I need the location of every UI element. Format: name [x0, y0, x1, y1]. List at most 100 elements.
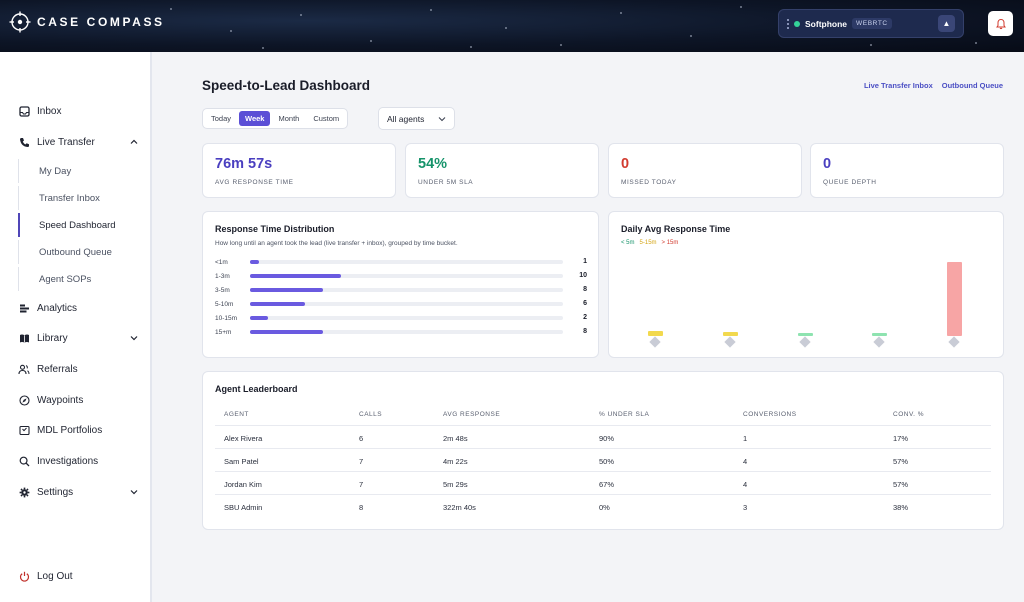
- table-cell: 5m 29s: [443, 480, 468, 489]
- sidebar-item-settings[interactable]: Settings: [0, 479, 152, 505]
- folder-icon: [18, 424, 30, 436]
- sidebar-item-analytics[interactable]: Analytics: [0, 295, 152, 321]
- logout-button[interactable]: Log Out: [0, 563, 152, 589]
- table-row[interactable]: Jordan Kim 7 5m 29s 67% 4 57%: [215, 471, 991, 494]
- chart-bar: [947, 262, 962, 336]
- chart-legend: < 5m 5-15m > 15m: [621, 240, 678, 246]
- drag-handle-icon[interactable]: [787, 18, 789, 29]
- bar-fill: [250, 302, 305, 306]
- app-logo[interactable]: CASE COMPASS: [9, 11, 165, 33]
- distribution-row: <1m 1: [215, 257, 587, 269]
- table-cell: 2m 48s: [443, 434, 468, 443]
- chevron-down-icon[interactable]: [130, 488, 138, 496]
- bucket-count: 8: [583, 328, 587, 335]
- sidebar-item-referrals[interactable]: Referrals: [0, 356, 152, 382]
- sidebar-item-mdl-portfolios[interactable]: MDL Portfolios: [0, 417, 152, 443]
- phone-icon: [18, 136, 30, 148]
- distribution-row: 15+m 8: [215, 327, 587, 339]
- bar-track: [250, 274, 563, 278]
- range-week-button[interactable]: Week: [239, 111, 271, 126]
- power-icon: [18, 570, 30, 582]
- table-cell: Sam Patel: [224, 457, 259, 466]
- chart-bar: [723, 332, 738, 336]
- table-cell: 7: [359, 457, 364, 466]
- card-title: Agent Leaderboard: [215, 384, 298, 394]
- bucket-label: 3-5m: [215, 287, 230, 294]
- table-row[interactable]: SBU Admin 8 322m 40s 0% 3 38%: [215, 494, 991, 517]
- kpi-value: 0: [823, 156, 832, 172]
- chevron-down-icon[interactable]: [130, 334, 138, 342]
- sidebar-item-my-day[interactable]: My Day: [18, 159, 152, 183]
- bucket-count: 8: [583, 286, 587, 293]
- sidebar-item-inbox[interactable]: Inbox: [0, 98, 152, 124]
- sidebar: Inbox Live Transfer My Day Transfer Inbo…: [0, 52, 152, 602]
- kpi-label: MISSED TODAY: [621, 179, 677, 186]
- bucket-count: 1: [583, 258, 587, 265]
- table-cell: 38%: [893, 503, 909, 512]
- sidebar-item-label: Settings: [37, 486, 74, 498]
- sidebar-item-outbound-queue[interactable]: Outbound Queue: [18, 240, 152, 264]
- sidebar-item-transfer-inbox[interactable]: Transfer Inbox: [18, 186, 152, 210]
- column-header: AGENT: [224, 411, 249, 418]
- agent-select[interactable]: All agents: [378, 107, 455, 130]
- distribution-row: 10-15m 2: [215, 313, 587, 325]
- response-distribution-card: Response Time Distribution How long unti…: [202, 211, 599, 358]
- link-live-transfer-inbox[interactable]: Live Transfer Inbox: [863, 81, 933, 90]
- book-icon: [18, 332, 30, 344]
- x-tick-label: [649, 336, 661, 348]
- distribution-row: 1-3m 10: [215, 271, 587, 283]
- kpi-label: UNDER 5M SLA: [418, 179, 474, 186]
- sidebar-item-label: Live Transfer: [37, 136, 95, 148]
- table-row[interactable]: Sam Patel 7 4m 22s 50% 4 57%: [215, 448, 991, 471]
- notifications-button[interactable]: [988, 11, 1013, 36]
- bar-fill: [250, 260, 260, 264]
- softphone-label: Softphone: [805, 18, 848, 29]
- table-cell: 3: [743, 503, 748, 512]
- bucket-label: 15+m: [215, 329, 232, 336]
- sidebar-item-label: Referrals: [37, 363, 78, 375]
- table-cell: 4m 22s: [443, 457, 468, 466]
- range-custom-button[interactable]: Custom: [313, 114, 340, 123]
- distribution-row: 3-5m 8: [215, 285, 587, 297]
- range-month-button[interactable]: Month: [278, 114, 300, 123]
- softphone-widget[interactable]: Softphone WEBRTC ▲: [778, 9, 964, 38]
- column-header: CONVERSIONS: [743, 411, 797, 418]
- expand-softphone-button[interactable]: ▲: [938, 15, 955, 32]
- status-dot: [794, 20, 800, 27]
- agent-select-value: All agents: [387, 113, 425, 124]
- link-outbound-queue[interactable]: Outbound Queue: [941, 81, 1003, 90]
- header-links: Live Transfer Inbox Outbound Queue: [864, 81, 1003, 90]
- table-cell: 1: [743, 434, 748, 443]
- bar-chart-icon: [18, 302, 30, 314]
- bar-fill: [250, 330, 324, 334]
- sidebar-item-library[interactable]: Library: [0, 325, 152, 351]
- bucket-count: 10: [579, 272, 587, 279]
- table-cell: 50%: [599, 457, 615, 466]
- bucket-label: 10-15m: [215, 315, 238, 322]
- sidebar-item-waypoints[interactable]: Waypoints: [0, 387, 152, 413]
- sidebar-item-label: Analytics: [37, 302, 78, 314]
- bar-track: [250, 288, 563, 292]
- sidebar-item-label: MDL Portfolios: [37, 424, 103, 436]
- sidebar-item-agent-sops[interactable]: Agent SOPs: [18, 267, 152, 291]
- sidebar-item-label: Waypoints: [37, 394, 84, 406]
- legend-5-15m: 5-15m: [639, 240, 657, 246]
- sidebar-item-speed-dashboard[interactable]: Speed Dashboard: [18, 213, 152, 237]
- sidebar-item-investigations[interactable]: Investigations: [0, 448, 152, 474]
- sidebar-item-live-transfer[interactable]: Live Transfer: [0, 129, 152, 155]
- bar-fill: [250, 316, 269, 320]
- chart-bar: [872, 333, 887, 336]
- kpi-value: 0: [621, 156, 630, 172]
- bar-track: [250, 316, 563, 320]
- card-title: Response Time Distribution: [215, 224, 335, 234]
- bucket-label: 1-3m: [215, 273, 230, 280]
- chevron-up-icon[interactable]: [130, 138, 138, 146]
- bar-track: [250, 302, 563, 306]
- date-range-selector: Today Week Month Custom: [202, 108, 349, 129]
- kpi-card-missed-today: 0 MISSED TODAY: [608, 143, 802, 198]
- table-row[interactable]: Alex Rivera 6 2m 48s 90% 1 17%: [215, 425, 991, 448]
- bell-icon: [995, 18, 1006, 29]
- column-header: CALLS: [359, 411, 383, 418]
- range-today-button[interactable]: Today: [211, 114, 232, 123]
- legend-under-5m: < 5m: [621, 240, 635, 246]
